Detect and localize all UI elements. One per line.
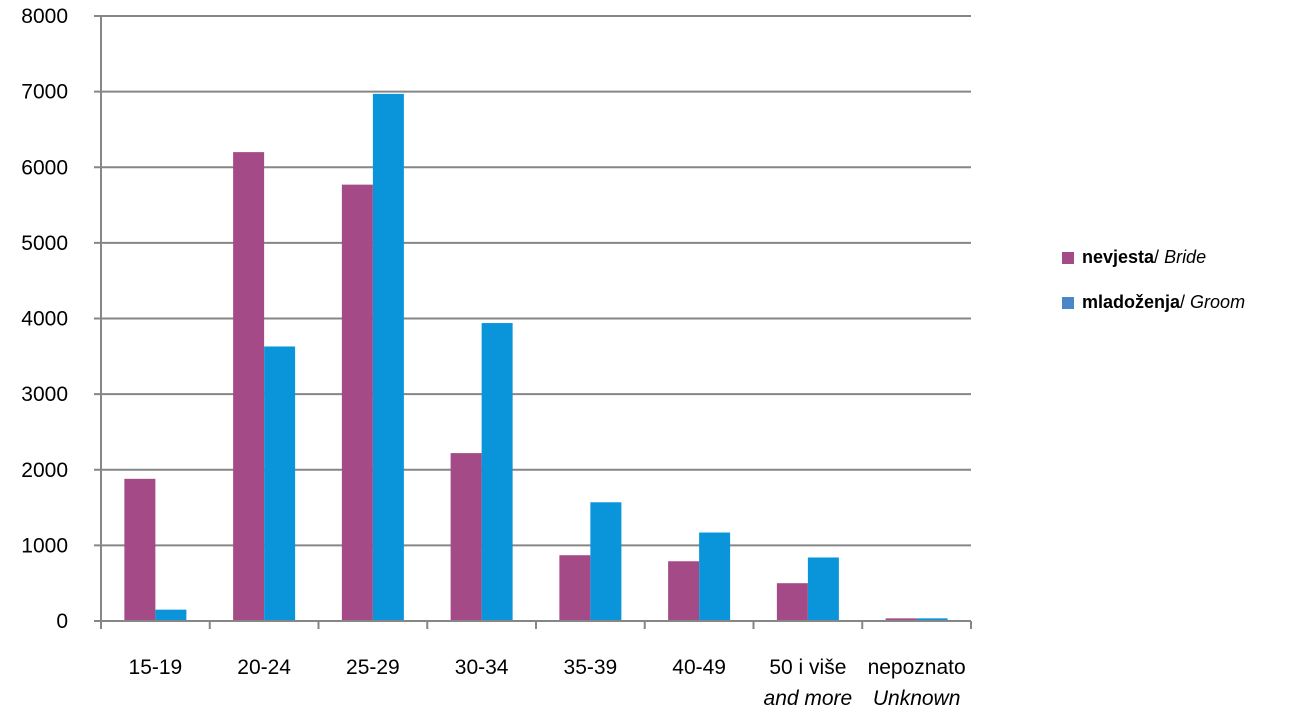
x-tick-label: nepoznato	[868, 656, 966, 679]
bar-groom	[699, 532, 731, 621]
bar-groom	[155, 609, 187, 621]
legend: nevjesta/ Bride mladoženja/ Groom	[1062, 247, 1245, 312]
legend-swatch	[1062, 252, 1074, 264]
y-tick-label: 1000	[21, 534, 68, 557]
y-tick-label: 2000	[21, 459, 68, 482]
legend-label: nevjesta/ Bride	[1082, 247, 1206, 267]
x-tick-label: 30-34	[455, 656, 509, 679]
x-tick-label: 25-29	[346, 656, 400, 679]
bar-bride	[124, 478, 156, 621]
y-tick-label: 3000	[21, 383, 68, 406]
y-tick-label: 8000	[21, 5, 68, 28]
y-tick-label: 5000	[21, 232, 68, 255]
bar-bride	[233, 152, 265, 621]
y-tick-labels: 0 1000 2000 3000 4000 5000 6000 7000 8000	[21, 5, 68, 633]
x-tick-sublabel: and more	[764, 687, 853, 710]
bar-bride	[341, 184, 373, 622]
x-tick-label: 20-24	[237, 656, 291, 679]
y-tick-label: 7000	[21, 81, 68, 104]
bar-bride	[776, 583, 808, 621]
x-tick-label: 40-49	[672, 656, 726, 679]
bar-groom	[807, 557, 839, 621]
bar-groom	[916, 618, 948, 621]
x-tick-label: 15-19	[129, 656, 183, 679]
bar-groom	[590, 502, 622, 621]
legend-swatch	[1062, 297, 1074, 309]
bar-groom	[481, 323, 513, 621]
y-tick-label: 0	[56, 610, 68, 633]
x-tick-sublabel: Unknown	[873, 687, 961, 710]
bar-bride	[559, 555, 591, 621]
gridlines	[101, 15, 971, 547]
x-tick-label: 35-39	[564, 656, 618, 679]
bar-bride	[450, 453, 482, 621]
bars	[124, 93, 948, 622]
x-tick-labels: 15-19 20-24 25-29 30-34 35-39 40-49 50 i više a…	[129, 656, 966, 710]
bar-groom	[372, 93, 404, 622]
x-tick-label: 50 i više	[769, 656, 846, 679]
bar-groom	[264, 346, 296, 621]
legend-label: mladoženja/ Groom	[1082, 292, 1245, 312]
axes	[94, 15, 972, 629]
bar-bride	[885, 618, 917, 621]
y-tick-label: 4000	[21, 308, 68, 331]
y-tick-label: 6000	[21, 156, 68, 179]
bar-bride	[668, 561, 700, 621]
